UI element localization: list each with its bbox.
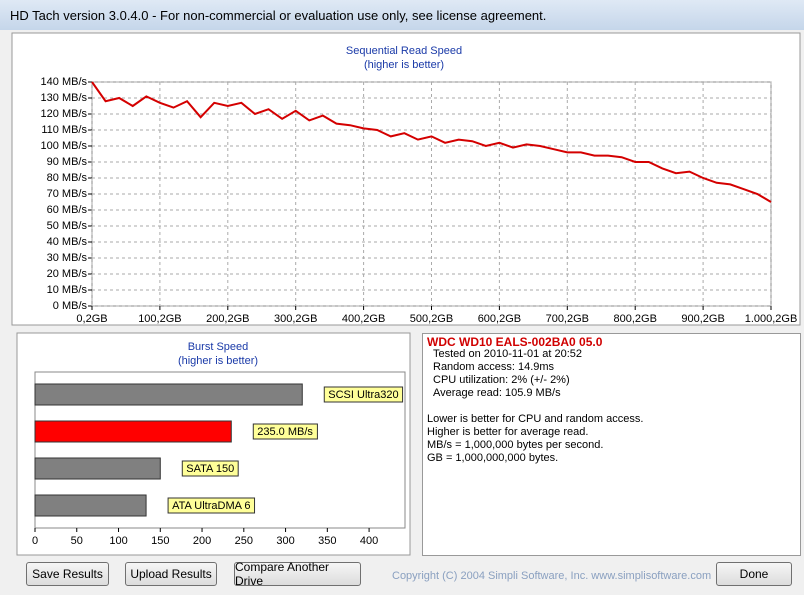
x-tick-label: 150 — [151, 535, 169, 547]
bar-label-box: ATA UltraDMA 6 — [167, 497, 256, 514]
button[interactable]: Done — [716, 562, 792, 586]
bar-label: 235.0 MB/s — [257, 426, 313, 438]
x-tick-label: 1.000,2GB — [745, 313, 798, 325]
y-tick-label: 80 MB/s — [47, 172, 88, 184]
bar-label-box: SATA 150 — [181, 460, 239, 477]
x-tick-label: 200,2GB — [206, 313, 249, 325]
y-tick-label: 60 MB/s — [47, 204, 88, 216]
read-line — [91, 81, 772, 203]
note: Higher is better for average read. — [427, 426, 589, 438]
bar-label-box: SCSI Ultra320 — [323, 386, 404, 403]
x-tick-label: 200 — [193, 535, 211, 547]
x-tick-label: 400,2GB — [342, 313, 385, 325]
label-box — [252, 423, 318, 440]
x-tick-label: 500,2GB — [410, 313, 453, 325]
y-tick-label: 130 MB/s — [41, 92, 88, 104]
bar — [34, 383, 303, 406]
bar-label: SATA 150 — [186, 463, 234, 475]
button[interactable]: Upload Results — [125, 562, 217, 586]
chart-title: Sequential Read Speed — [346, 45, 462, 57]
bar-label-box: 235.0 MB/s — [252, 423, 318, 440]
x-tick-label: 700,2GB — [546, 313, 589, 325]
bar-label: SCSI Ultra320 — [328, 389, 398, 401]
bar — [34, 420, 232, 443]
chart-title: Burst Speed — [188, 341, 249, 353]
title-bar: HD Tach version 3.0.4.0 - For non-commer… — [0, 0, 804, 30]
detail: Tested on 2010-11-01 at 20:52 — [433, 348, 583, 360]
info-panel: WDC WD10 EALS-002BA0 05.0 Tested on 2010… — [422, 333, 801, 556]
bar — [34, 494, 147, 517]
y-tick-label: 0 MB/s — [53, 300, 88, 312]
x-tick-label: 250 — [235, 535, 253, 547]
chart-subtitle: (higher is better) — [178, 355, 258, 367]
x-tick-label: 50 — [71, 535, 83, 547]
x-tick-label: 600,2GB — [478, 313, 521, 325]
button[interactable]: Save Results — [26, 562, 109, 586]
y-tick-label: 120 MB/s — [41, 108, 88, 120]
y-tick-label: 70 MB/s — [47, 188, 88, 200]
detail: CPU utilization: 2% (+/- 2%) — [433, 374, 570, 386]
x-tick-label: 100,2GB — [138, 313, 181, 325]
window-title: HD Tach version 3.0.4.0 - For non-commer… — [10, 8, 547, 23]
x-tick-label: 350 — [318, 535, 336, 547]
y-tick-label: 90 MB/s — [47, 156, 88, 168]
x-tick-label: 900,2GB — [681, 313, 724, 325]
y-tick-label: 10 MB/s — [47, 284, 88, 296]
y-tick-label: 50 MB/s — [47, 220, 88, 232]
label-box — [167, 497, 256, 514]
note: MB/s = 1,000,000 bytes per second. — [427, 439, 604, 451]
x-tick-label: 0 — [32, 535, 38, 547]
label-box — [323, 386, 404, 403]
y-tick-label: 140 MB/s — [41, 76, 88, 88]
x-tick-label: 100 — [109, 535, 127, 547]
note: GB = 1,000,000,000 bytes. — [427, 452, 559, 464]
drive-name: WDC WD10 EALS-002BA0 05.0 — [427, 335, 603, 349]
copyright: Copyright (C) 2004 Simpli Software, Inc.… — [392, 570, 712, 582]
x-tick-label: 300,2GB — [274, 313, 317, 325]
x-tick-label: 0,2GB — [76, 313, 107, 325]
note: Lower is better for CPU and random acces… — [427, 413, 644, 425]
label-box — [181, 460, 239, 477]
button[interactable]: Compare Another Drive — [234, 560, 361, 588]
y-tick-label: 20 MB/s — [47, 268, 88, 280]
y-tick-label: 40 MB/s — [47, 236, 88, 248]
y-tick-label: 110 MB/s — [41, 124, 87, 136]
detail: Average read: 105.9 MB/s — [433, 387, 561, 399]
y-tick-label: 100 MB/s — [41, 140, 88, 152]
bar — [34, 457, 161, 480]
detail: Random access: 14.9ms — [433, 361, 555, 373]
y-tick-label: 30 MB/s — [47, 252, 88, 264]
x-tick-label: 300 — [276, 535, 294, 547]
x-tick-label: 800,2GB — [613, 313, 656, 325]
chart-subtitle: (higher is better) — [364, 59, 444, 71]
x-tick-label: 400 — [360, 535, 378, 547]
bar-label: ATA UltraDMA 6 — [172, 500, 250, 512]
